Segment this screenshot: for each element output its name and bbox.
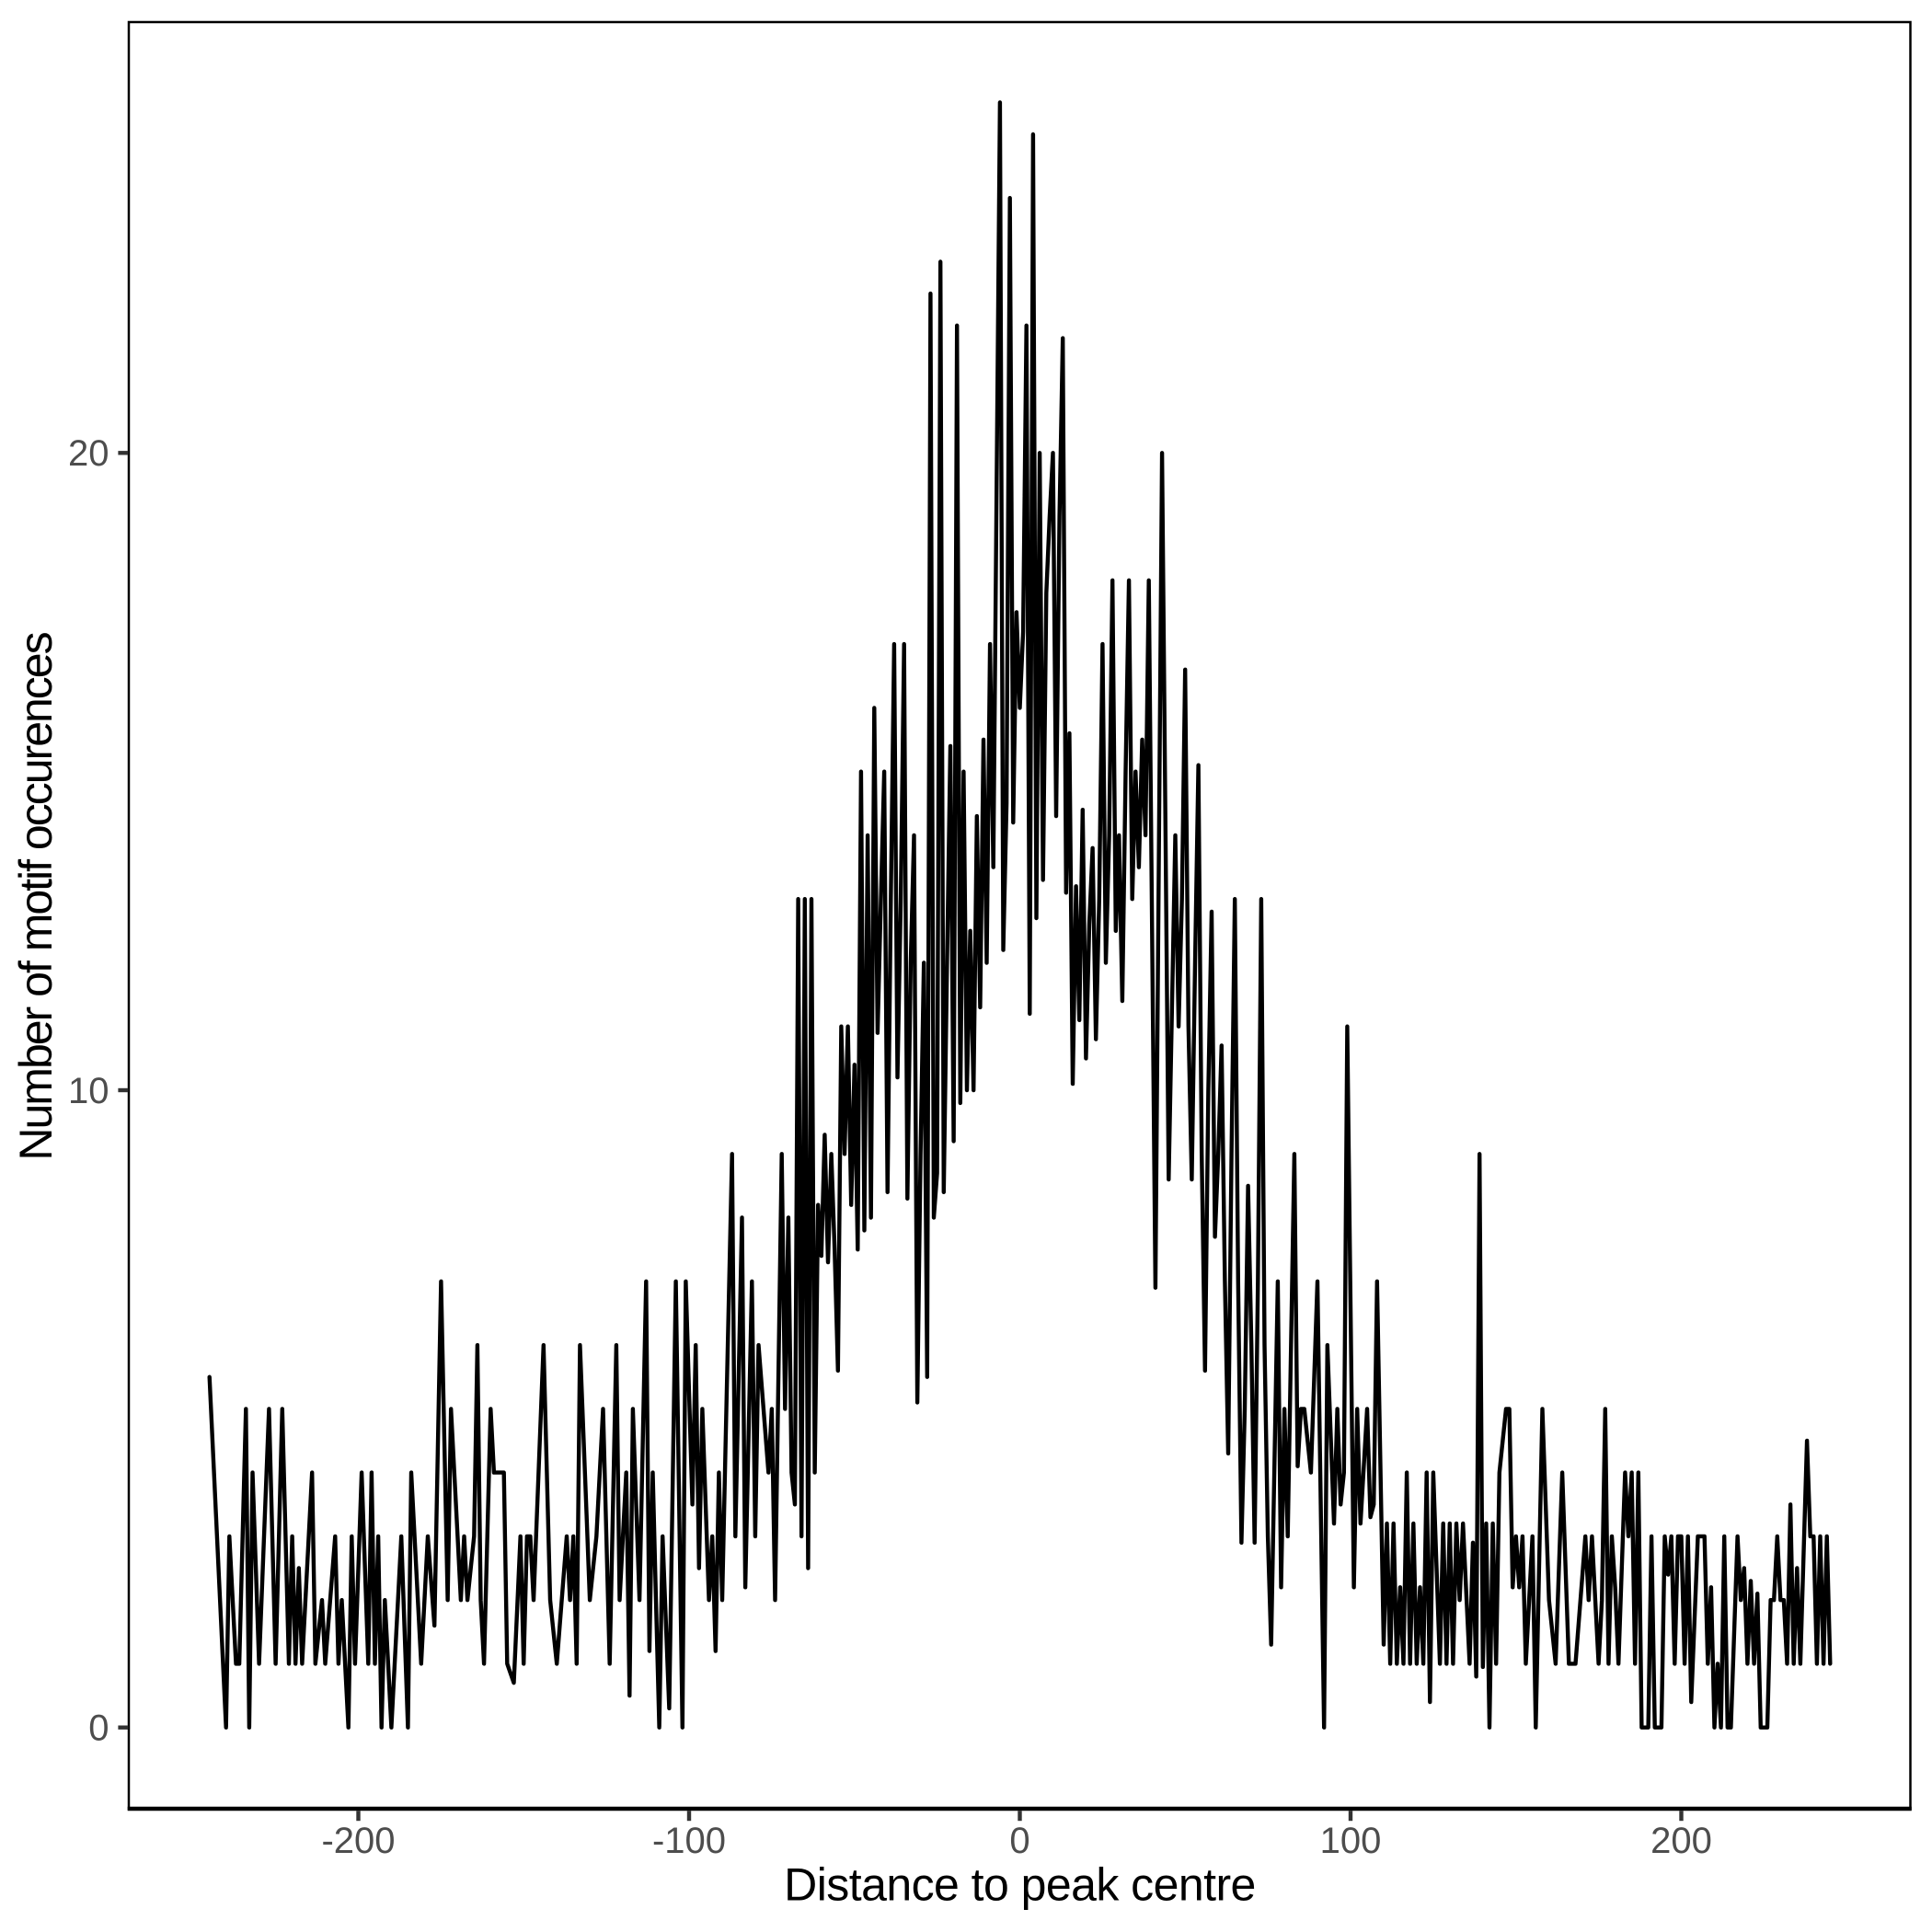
svg-text:0: 0 [1009,1821,1029,1861]
svg-text:-200: -200 [321,1821,395,1861]
svg-text:Distance to peak centre: Distance to peak centre [784,1859,1256,1911]
svg-text:100: 100 [1320,1821,1382,1861]
svg-text:Number of motif occurences: Number of motif occurences [10,632,62,1160]
svg-text:200: 200 [1650,1821,1712,1861]
svg-text:0: 0 [88,1708,109,1748]
svg-text:20: 20 [68,433,109,474]
svg-text:-100: -100 [652,1821,726,1861]
svg-text:10: 10 [68,1071,109,1111]
